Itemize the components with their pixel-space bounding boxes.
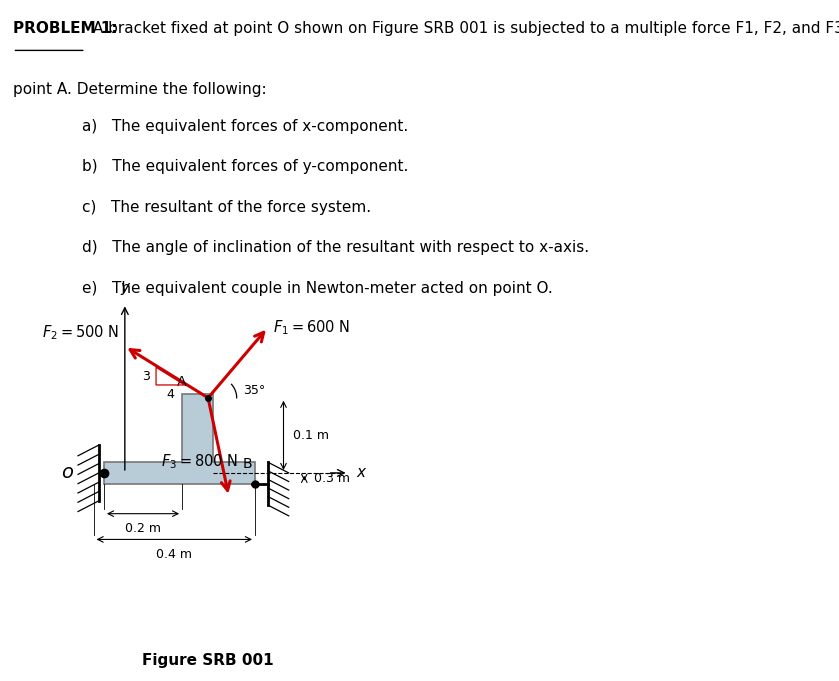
Text: 0.1 m: 0.1 m xyxy=(293,429,329,442)
Text: $\it{o}$: $\it{o}$ xyxy=(61,463,74,482)
Text: 4: 4 xyxy=(166,388,175,401)
Polygon shape xyxy=(104,394,255,484)
Text: y: y xyxy=(120,280,129,295)
Text: x: x xyxy=(357,465,365,480)
Text: 0.3 m: 0.3 m xyxy=(314,472,350,485)
Text: 0.4 m: 0.4 m xyxy=(156,548,192,561)
Text: A: A xyxy=(177,375,187,390)
Text: A bracket fixed at point O shown on Figure SRB 001 is subjected to a multiple fo: A bracket fixed at point O shown on Figu… xyxy=(88,21,839,36)
Text: 35°: 35° xyxy=(243,383,266,396)
Text: PROBLEM 1:: PROBLEM 1: xyxy=(13,21,117,36)
Text: Figure SRB 001: Figure SRB 001 xyxy=(143,653,274,668)
Text: b)   The equivalent forces of y-component.: b) The equivalent forces of y-component. xyxy=(82,159,409,174)
Text: $F_3 = 800$ N: $F_3 = 800$ N xyxy=(161,452,238,471)
Text: $F_1 = 600$ N: $F_1 = 600$ N xyxy=(273,318,350,337)
Text: 3: 3 xyxy=(142,370,149,383)
Text: B: B xyxy=(242,457,252,471)
Text: point A. Determine the following:: point A. Determine the following: xyxy=(13,82,266,97)
Text: d)   The angle of inclination of the resultant with respect to x-axis.: d) The angle of inclination of the resul… xyxy=(82,240,590,255)
Text: e)   The equivalent couple in Newton-meter acted on point O.: e) The equivalent couple in Newton-meter… xyxy=(82,281,553,296)
Text: a)   The equivalent forces of x-component.: a) The equivalent forces of x-component. xyxy=(82,119,409,134)
Text: 0.2 m: 0.2 m xyxy=(125,522,161,535)
Text: $F_2 = 500$ N: $F_2 = 500$ N xyxy=(42,323,120,342)
Text: c)   The resultant of the force system.: c) The resultant of the force system. xyxy=(82,200,372,215)
